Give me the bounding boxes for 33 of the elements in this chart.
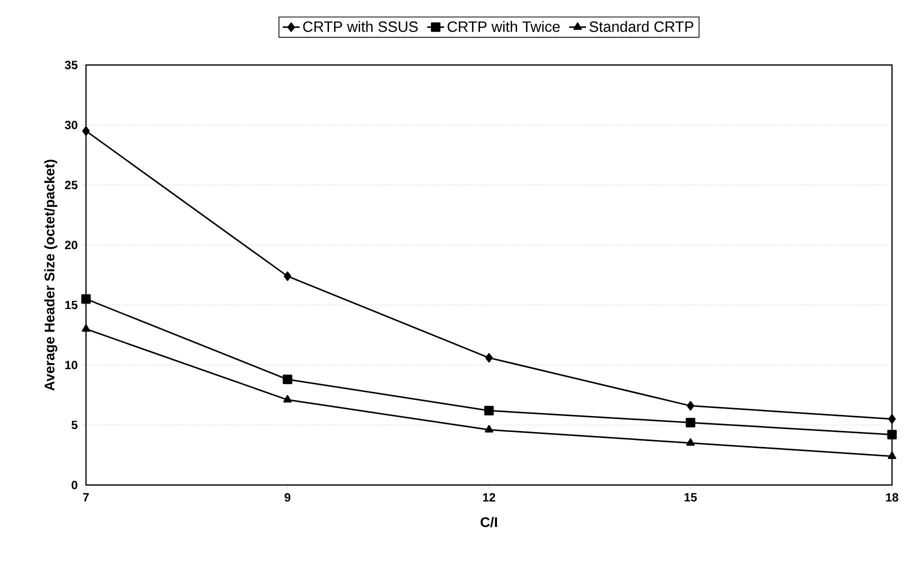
legend-label: CRTP with SSUS <box>303 20 418 32</box>
point <box>686 401 694 411</box>
legend-label: CRTP with Twice <box>448 20 560 32</box>
point <box>888 451 896 459</box>
x-tick-label: 7 <box>83 493 89 502</box>
y-tick-label: 35 <box>64 60 78 70</box>
y-tick-label: 10 <box>65 360 78 370</box>
y-tick-label: 30 <box>64 120 78 130</box>
x-tick-label: 12 <box>483 493 496 502</box>
point <box>484 406 494 416</box>
point <box>81 294 91 304</box>
point <box>283 395 292 403</box>
point <box>484 425 494 433</box>
x-tick-label: 18 <box>886 493 898 502</box>
y-tick-label: 0 <box>72 480 78 490</box>
legend-label: Standard CRTP <box>590 20 694 32</box>
point <box>284 271 292 281</box>
y-tick-label: 20 <box>64 240 78 250</box>
point <box>887 430 897 440</box>
point <box>888 414 896 424</box>
y-tick-label: 15 <box>65 300 78 310</box>
point <box>82 126 90 136</box>
x-axis-title: C/I <box>480 516 497 528</box>
point <box>485 353 493 363</box>
y-tick-label: 25 <box>64 180 78 190</box>
y-tick-label: 5 <box>72 420 78 430</box>
point <box>686 418 696 428</box>
point <box>686 438 695 446</box>
x-tick-label: 15 <box>684 493 697 502</box>
point <box>282 374 292 384</box>
y-axis-title: Average Header Size (octet/packet) <box>44 160 58 391</box>
point <box>82 324 90 332</box>
x-tick-label: 9 <box>284 493 290 502</box>
